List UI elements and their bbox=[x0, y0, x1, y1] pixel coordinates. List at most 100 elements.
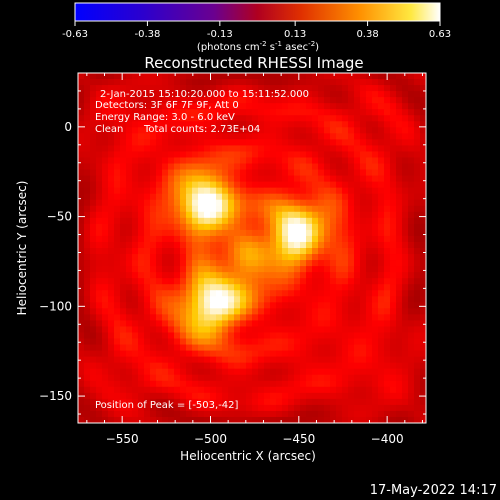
heatmap-cell bbox=[144, 344, 151, 351]
heatmap-cell bbox=[156, 241, 163, 249]
heatmap-cell bbox=[126, 278, 133, 285]
heatmap-cell bbox=[342, 398, 349, 406]
heatmap-cell bbox=[228, 139, 235, 146]
heatmap-cell bbox=[126, 163, 133, 170]
heatmap-cell bbox=[186, 290, 193, 297]
heatmap-cell bbox=[258, 320, 265, 327]
heatmap-cell bbox=[240, 326, 247, 333]
heatmap-cell bbox=[276, 109, 283, 116]
heatmap-cell bbox=[276, 290, 283, 297]
heatmap-cell bbox=[186, 254, 193, 261]
heatmap-cell bbox=[354, 290, 361, 297]
heatmap-cell bbox=[186, 386, 193, 394]
heatmap-cell bbox=[408, 308, 415, 315]
heatmap-cell bbox=[348, 284, 355, 291]
heatmap-cell bbox=[282, 205, 289, 213]
heatmap-cell bbox=[252, 404, 259, 412]
heatmap-cell bbox=[324, 127, 331, 134]
heatmap-cell bbox=[402, 217, 409, 225]
heatmap-cell bbox=[144, 314, 151, 321]
heatmap-cell bbox=[234, 103, 241, 110]
heatmap-cell bbox=[90, 290, 97, 297]
heatmap-cell bbox=[234, 410, 241, 418]
heatmap-cell bbox=[222, 157, 229, 164]
heatmap-cell bbox=[186, 362, 193, 370]
heatmap-cell bbox=[114, 73, 121, 80]
heatmap-cell bbox=[174, 326, 181, 333]
heatmap-cell bbox=[342, 199, 349, 207]
heatmap-cell bbox=[402, 157, 409, 164]
heatmap-cell bbox=[90, 97, 97, 104]
heatmap-cell bbox=[366, 211, 373, 219]
heatmap-cell bbox=[228, 91, 235, 98]
heatmap-cell bbox=[294, 320, 301, 327]
heatmap-cell bbox=[282, 374, 289, 382]
heatmap-cell bbox=[354, 416, 361, 424]
heatmap-cell bbox=[168, 193, 175, 201]
heatmap-cell bbox=[348, 374, 355, 382]
heatmap-cell bbox=[396, 211, 403, 219]
heatmap-cell bbox=[372, 314, 379, 321]
heatmap-cell bbox=[240, 139, 247, 146]
heatmap-cell bbox=[270, 211, 277, 219]
heatmap-cell bbox=[150, 302, 157, 309]
colorbar-tick-label: -0.63 bbox=[62, 29, 88, 40]
heatmap-cell bbox=[288, 308, 295, 315]
info-block: 2-Jan-2015 15:10:20.000 to 15:11:52.000 … bbox=[95, 89, 309, 411]
heatmap-cell bbox=[378, 97, 385, 104]
heatmap-cell bbox=[126, 157, 133, 164]
heatmap-cell bbox=[282, 356, 289, 364]
heatmap-cell bbox=[216, 115, 223, 122]
heatmap-cell bbox=[306, 386, 313, 394]
heatmap-cell bbox=[270, 157, 277, 164]
heatmap-cell bbox=[318, 332, 325, 339]
heatmap-cell bbox=[108, 169, 115, 176]
heatmap-cell bbox=[234, 145, 241, 152]
heatmap-cell bbox=[414, 320, 421, 327]
heatmap-cell bbox=[372, 187, 379, 195]
heatmap-cell bbox=[120, 139, 127, 146]
heatmap-cell bbox=[390, 211, 397, 219]
heatmap-cell bbox=[132, 91, 139, 98]
heatmap-cell bbox=[384, 350, 391, 358]
heatmap-cell bbox=[180, 266, 187, 273]
heatmap-cell bbox=[234, 115, 241, 122]
heatmap-cell bbox=[228, 217, 235, 225]
heatmap-cell bbox=[360, 175, 367, 183]
heatmap-cell bbox=[318, 241, 325, 249]
heatmap-cell bbox=[342, 175, 349, 183]
heatmap-cell bbox=[312, 139, 319, 146]
heatmap-cell bbox=[288, 73, 295, 80]
heatmap-cell bbox=[120, 362, 127, 370]
heatmap-cell bbox=[264, 175, 271, 183]
heatmap-cell bbox=[342, 296, 349, 303]
heatmap-cell bbox=[228, 308, 235, 315]
heatmap-cell bbox=[366, 157, 373, 164]
heatmap-cell bbox=[390, 260, 397, 267]
heatmap-cell bbox=[324, 235, 331, 243]
heatmap-cell bbox=[330, 362, 337, 370]
heatmap-cell bbox=[234, 278, 241, 285]
heatmap-cell bbox=[378, 199, 385, 207]
heatmap-cell bbox=[234, 266, 241, 273]
heatmap-cell bbox=[300, 338, 307, 345]
heatmap-cell bbox=[306, 392, 313, 400]
heatmap-cell bbox=[276, 73, 283, 80]
heatmap-cell bbox=[354, 266, 361, 273]
heatmap-cell bbox=[144, 175, 151, 183]
heatmap-cell bbox=[84, 115, 91, 122]
heatmap-cell bbox=[174, 344, 181, 351]
heatmap-cell bbox=[420, 79, 427, 86]
heatmap-cell bbox=[276, 127, 283, 134]
heatmap-cell bbox=[276, 205, 283, 213]
heatmap-cell bbox=[306, 169, 313, 176]
heatmap-cell bbox=[138, 151, 145, 158]
heatmap-cell bbox=[180, 362, 187, 370]
heatmap-cell bbox=[246, 127, 253, 134]
heatmap-cell bbox=[228, 163, 235, 170]
heatmap-cell bbox=[420, 416, 427, 424]
heatmap-cell bbox=[264, 133, 271, 140]
heatmap-cell bbox=[114, 386, 121, 394]
heatmap-cell bbox=[276, 97, 283, 104]
heatmap-cell bbox=[150, 290, 157, 297]
